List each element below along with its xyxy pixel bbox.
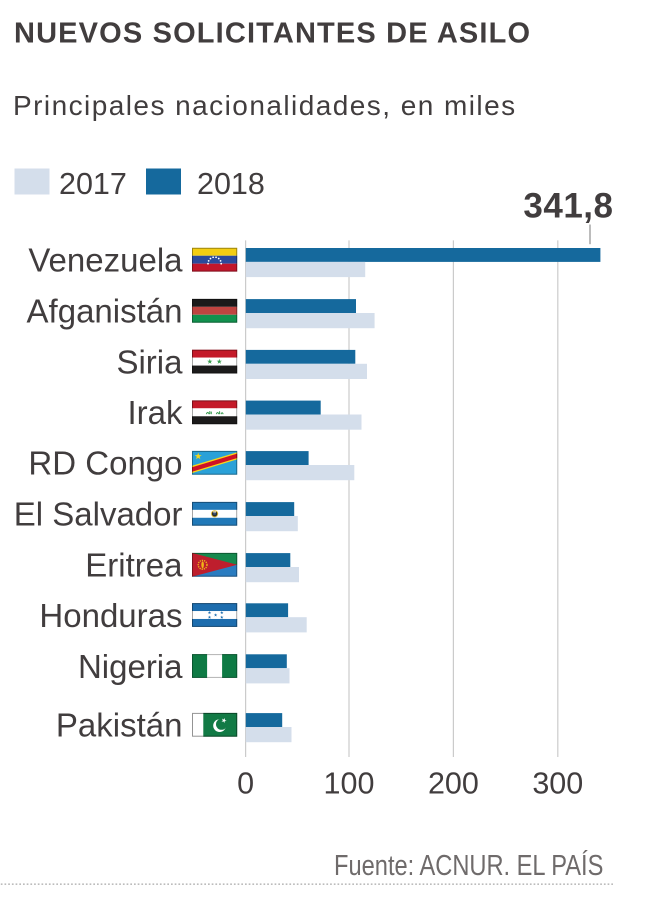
svg-text:Eritrea: Eritrea xyxy=(85,547,183,584)
svg-text:341,8: 341,8 xyxy=(523,186,613,225)
svg-text:RD Congo: RD Congo xyxy=(28,445,182,482)
svg-text:Honduras: Honduras xyxy=(39,597,182,634)
svg-text:Venezuela: Venezuela xyxy=(28,242,183,279)
svg-text:200: 200 xyxy=(428,767,479,801)
svg-text:NUEVOS SOLICITANTES DE ASILO: NUEVOS SOLICITANTES DE ASILO xyxy=(14,18,531,50)
svg-text:300: 300 xyxy=(532,767,583,801)
svg-text:Nigeria: Nigeria xyxy=(78,648,183,685)
svg-text:Fuente: ACNUR. EL PAÍS: Fuente: ACNUR. EL PAÍS xyxy=(334,849,603,882)
svg-text:Pakistán: Pakistán xyxy=(56,707,183,744)
svg-text:2018: 2018 xyxy=(197,167,265,201)
svg-text:El Salvador: El Salvador xyxy=(14,496,183,533)
svg-text:Afganistán: Afganistán xyxy=(27,293,183,330)
svg-text:0: 0 xyxy=(237,767,254,801)
svg-text:2017: 2017 xyxy=(59,167,127,201)
svg-text:Principales nacionalidades, en: Principales nacionalidades, en miles xyxy=(13,90,517,121)
svg-text:100: 100 xyxy=(324,767,375,801)
svg-text:Siria: Siria xyxy=(116,344,183,381)
svg-text:Irak: Irak xyxy=(127,394,183,431)
